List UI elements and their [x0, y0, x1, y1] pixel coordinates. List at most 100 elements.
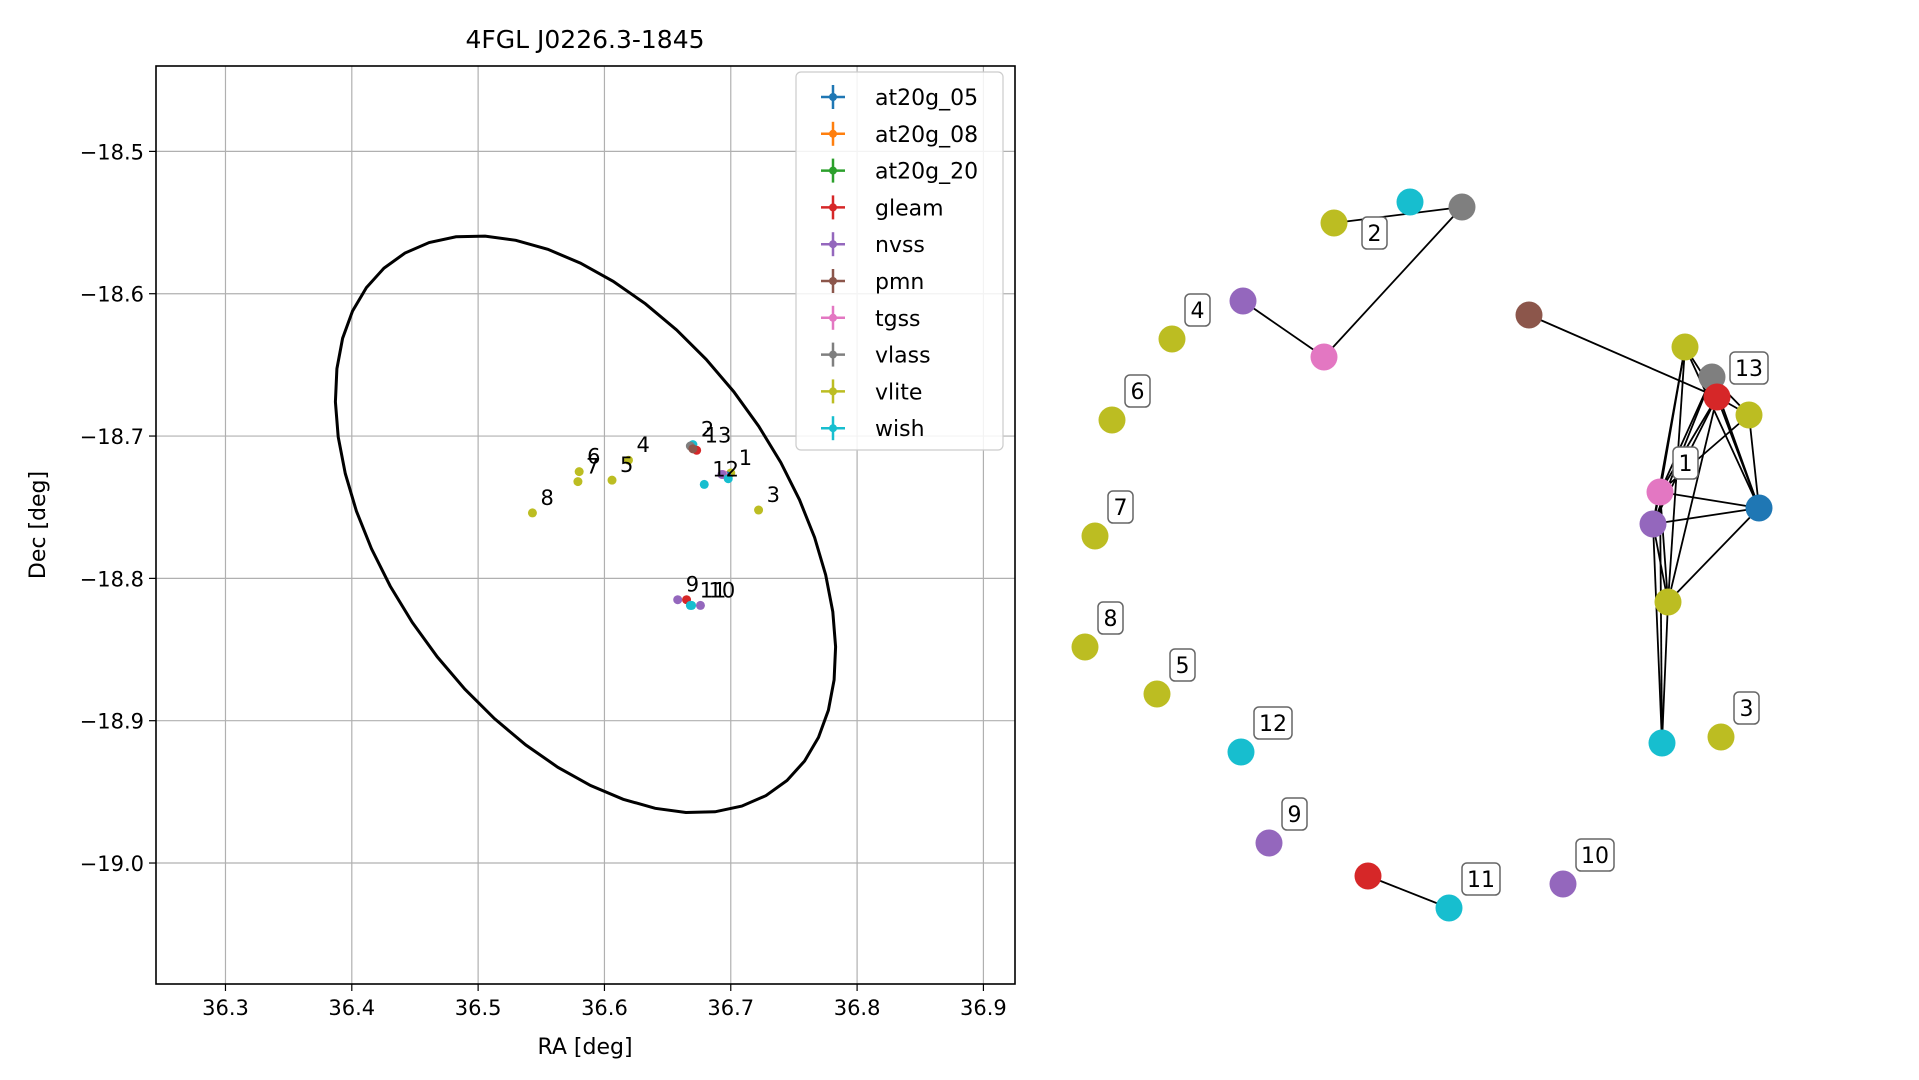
graph-node: [1310, 343, 1338, 371]
source-point-wish: [723, 474, 733, 484]
graph-node-label: 13: [1735, 357, 1763, 382]
graph-edge: [1667, 396, 1718, 603]
legend-entry: nvss: [875, 233, 925, 258]
graph-edge: [1659, 396, 1718, 493]
source-point-vlite: [573, 477, 583, 487]
y-tick-label: −19.0: [80, 852, 144, 876]
legend-marker-dot: [829, 350, 837, 359]
graph-edge: [1652, 523, 1663, 744]
x-tick-label: 36.3: [202, 996, 249, 1020]
legend-marker-dot: [829, 203, 837, 212]
source-label: 1: [739, 446, 752, 470]
source-point-vlite: [623, 455, 633, 465]
graph-edge: [1652, 507, 1760, 525]
graph-node: [1515, 301, 1543, 329]
graph-node-label: 9: [1288, 803, 1302, 828]
legend-marker-dot: [829, 93, 837, 101]
graph-node: [1646, 478, 1674, 506]
source-point-wish: [685, 600, 695, 610]
graph-node: [1735, 401, 1763, 429]
graph-node: [1098, 406, 1126, 434]
graph-node: [1143, 680, 1171, 708]
graph-node-label-box: [1097, 601, 1124, 635]
graph-node: [1255, 829, 1283, 857]
graph-node-label: 7: [1114, 496, 1128, 521]
source-label: 5: [620, 453, 633, 477]
graph-node-label-box: [1575, 838, 1615, 872]
source-point-vlite: [607, 475, 617, 485]
legend-entry: vlass: [875, 344, 931, 369]
graph-edge: [1659, 491, 1760, 509]
graph-node: [1227, 738, 1255, 766]
graph-node-label-box: [1253, 706, 1293, 740]
legend-marker-dot: [829, 424, 837, 433]
source-label: 9: [686, 573, 699, 597]
graph-edge: [1367, 875, 1450, 909]
graph-node-label: 5: [1176, 654, 1190, 679]
graph-node-label-box: [1672, 446, 1699, 480]
source-label: 3: [767, 483, 780, 507]
legend-entry: at20g_20: [875, 160, 978, 185]
graph-node: [1229, 287, 1257, 315]
source-point-nvss: [695, 600, 705, 610]
graph-node-label: 12: [1259, 712, 1287, 737]
source-point-vlite: [527, 508, 537, 518]
graph-node-label-box: [1729, 351, 1769, 385]
graph-node-label: 1: [1679, 452, 1693, 477]
source-label: 6: [587, 445, 600, 469]
graph-edge: [1661, 601, 1669, 744]
legend-marker-dot: [829, 313, 837, 322]
graph-node-label-box: [1361, 216, 1388, 250]
legend-entry: gleam: [875, 196, 944, 221]
graph-node-label: 4: [1191, 299, 1205, 324]
graph-edge: [1716, 396, 1760, 509]
graph-node-label-box: [1733, 691, 1760, 725]
graph-edge: [1333, 206, 1463, 224]
legend-marker-dot: [829, 240, 837, 249]
graph-edge: [1242, 300, 1325, 358]
y-tick-label: −18.9: [80, 710, 144, 734]
source-label: 2: [701, 418, 714, 442]
graph-node-label-box: [1107, 490, 1134, 524]
graph-node: [1549, 870, 1577, 898]
graph-node-label: 6: [1131, 380, 1145, 405]
graph-node-label-box: [1461, 862, 1501, 896]
graph-node-label: 11: [1467, 868, 1495, 893]
source-label: 8: [540, 486, 553, 510]
graph-node: [1654, 588, 1682, 616]
graph-node-label-box: [1184, 293, 1211, 327]
x-tick-label: 36.7: [707, 996, 754, 1020]
source-point-vlite: [754, 505, 764, 515]
graph-node-label: 3: [1740, 697, 1754, 722]
y-tick-label: −18.7: [80, 425, 144, 449]
graph-node: [1745, 494, 1773, 522]
graph-nodes-layer: [1071, 188, 1773, 922]
legend-marker-dot: [829, 166, 837, 175]
legend-entry: pmn: [875, 270, 924, 295]
graph-node: [1703, 383, 1731, 411]
graph-node: [1648, 729, 1676, 757]
plot-frame: [155, 65, 1016, 985]
graph-node: [1639, 510, 1667, 538]
source-point-vlite: [574, 467, 584, 477]
graph-node-label: 2: [1368, 222, 1382, 247]
source-label: 4: [636, 433, 649, 457]
graph-edge: [1659, 376, 1713, 493]
graph-edge: [1323, 206, 1463, 358]
graph-node: [1435, 894, 1463, 922]
graph-edge: [1667, 507, 1760, 603]
source-label: 11: [700, 578, 727, 602]
source-label: 10: [708, 578, 735, 602]
x-tick-label: 36.9: [960, 996, 1007, 1020]
graph-node: [1707, 723, 1735, 751]
legend-entry: at20g_08: [875, 123, 978, 148]
legend-box: [795, 71, 1004, 451]
source-point-pmn: [688, 444, 698, 454]
graph-edge: [1659, 414, 1750, 493]
y-axis-label: Dec [deg]: [26, 471, 51, 579]
source-label: 12: [712, 457, 739, 481]
